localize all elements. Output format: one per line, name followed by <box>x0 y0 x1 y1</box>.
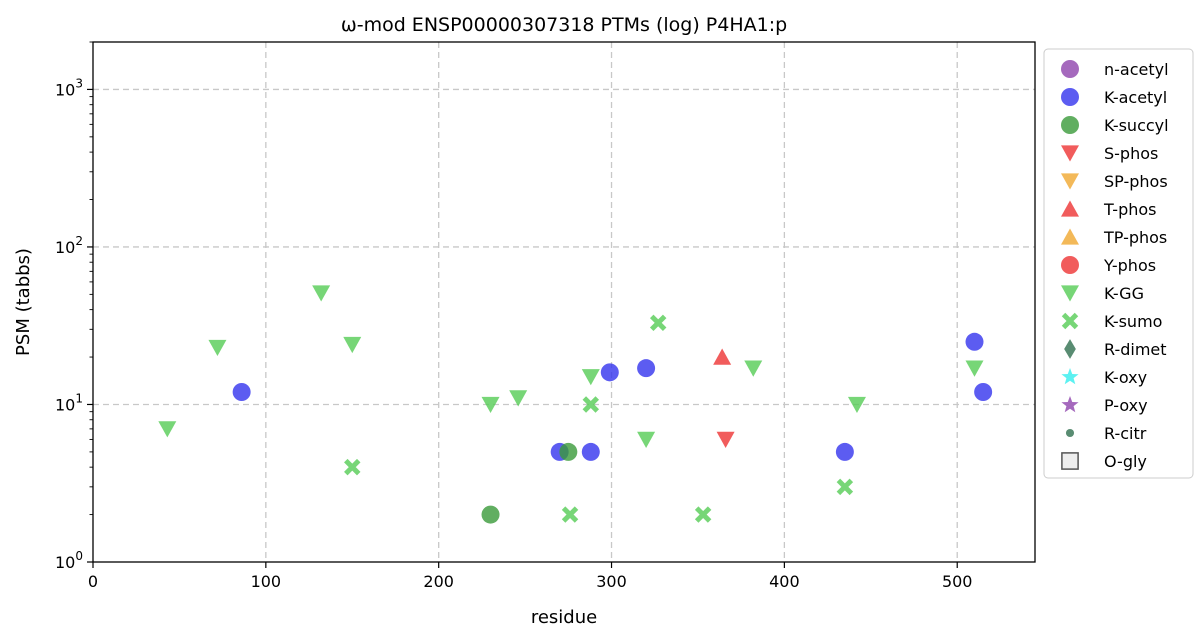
y-tick-label: 101 <box>55 391 83 414</box>
data-point-k-gg <box>481 396 500 414</box>
legend-label-r-dimet: R-dimet <box>1104 340 1167 359</box>
legend-label-k-succyl: K-succyl <box>1104 116 1169 135</box>
data-point-k-acetyl <box>835 442 854 461</box>
legend-frame <box>1043 48 1194 479</box>
data-point-k-acetyl <box>232 383 251 402</box>
legend-label-k-gg: K-GG <box>1104 284 1144 303</box>
x-tick-label: 100 <box>251 572 282 591</box>
legend-label-tp-phos: TP-phos <box>1103 228 1167 247</box>
data-point-k-sumo <box>344 458 361 476</box>
legend-marker-s-phos <box>1061 145 1079 162</box>
data-point-k-gg <box>158 421 177 438</box>
x-tick-label: 500 <box>942 572 973 591</box>
data-points <box>158 285 993 524</box>
data-point-k-gg <box>343 336 362 354</box>
data-point-k-succyl <box>559 442 578 461</box>
legend-label-n-acetyl: n-acetyl <box>1104 60 1169 79</box>
legend-label-k-acetyl: K-acetyl <box>1104 88 1167 107</box>
legend-label-k-oxy: K-oxy <box>1104 368 1147 387</box>
legend-marker-r-citr <box>1065 428 1075 438</box>
x-tick-label: 200 <box>423 572 454 591</box>
data-point-k-sumo <box>582 396 600 413</box>
legend-label-o-gly: O-gly <box>1104 452 1147 471</box>
legend-label-k-sumo: K-sumo <box>1104 312 1162 331</box>
data-point-k-gg <box>208 339 227 357</box>
legend-marker-t-phos <box>1061 200 1079 217</box>
data-point-s-phos <box>716 431 735 448</box>
legend-label-r-citr: R-citr <box>1104 424 1147 443</box>
x-axis-label: residue <box>531 607 597 628</box>
legend-marker-y-phos <box>1061 256 1079 274</box>
legend-marker-r-dimet <box>1064 339 1076 359</box>
data-point-t-phos <box>713 348 732 365</box>
data-point-k-gg <box>965 360 984 377</box>
data-point-k-gg <box>847 396 866 414</box>
data-point-k-succyl <box>481 505 500 524</box>
legend-label-t-phos: T-phos <box>1103 200 1157 219</box>
legend-label-s-phos: S-phos <box>1104 144 1158 163</box>
legend-label-p-oxy: P-oxy <box>1104 396 1148 415</box>
legend-marker-k-sumo <box>1061 312 1079 330</box>
y-tick-label: 100 <box>55 549 83 572</box>
data-point-k-gg <box>637 431 656 448</box>
plot-frame <box>92 41 1036 563</box>
data-point-k-gg <box>509 390 528 407</box>
data-point-k-gg <box>312 285 331 302</box>
legend-label-sp-phos: SP-phos <box>1104 172 1168 191</box>
data-point-k-acetyl <box>600 363 619 382</box>
legend-marker-o-gly <box>1061 452 1079 470</box>
legend-label-y-phos: Y-phos <box>1103 256 1156 275</box>
data-point-k-sumo <box>649 314 667 332</box>
x-tick-label: 0 <box>88 572 98 591</box>
data-point-k-acetyl <box>965 332 984 351</box>
data-point-k-acetyl <box>581 442 600 461</box>
x-tick-label: 300 <box>596 572 627 591</box>
legend-marker-tp-phos <box>1061 228 1079 245</box>
grid-lines <box>93 42 1035 562</box>
legend-marker-k-oxy <box>1061 368 1079 385</box>
chart-title: ω-mod ENSP00000307318 PTMs (log) P4HA1:p <box>341 14 787 36</box>
data-point-k-gg <box>744 360 763 377</box>
legend-marker-k-gg <box>1061 285 1079 302</box>
legend-marker-k-acetyl <box>1061 88 1079 106</box>
axis-ticks: 0 100 200 300 400 500 100 101 102 103 <box>55 41 973 591</box>
data-point-k-sumo <box>561 506 579 523</box>
x-tick-label: 400 <box>769 572 800 591</box>
y-tick-label: 103 <box>55 76 83 99</box>
y-axis-label: PSM (tabbs) <box>13 248 34 356</box>
legend-marker-sp-phos <box>1061 173 1079 190</box>
data-point-k-gg <box>581 369 600 386</box>
data-point-k-acetyl <box>637 359 656 378</box>
data-point-k-acetyl <box>974 383 993 402</box>
legend-marker-n-acetyl <box>1061 60 1079 78</box>
data-point-k-sumo <box>694 506 712 523</box>
legend: n-acetyl K-acetyl K-succyl S-phos SP-phos T-p… <box>1043 48 1194 479</box>
data-point-k-sumo <box>836 478 854 496</box>
legend-marker-k-succyl <box>1061 116 1079 134</box>
legend-marker-p-oxy <box>1061 396 1079 413</box>
y-tick-label: 102 <box>55 234 83 257</box>
